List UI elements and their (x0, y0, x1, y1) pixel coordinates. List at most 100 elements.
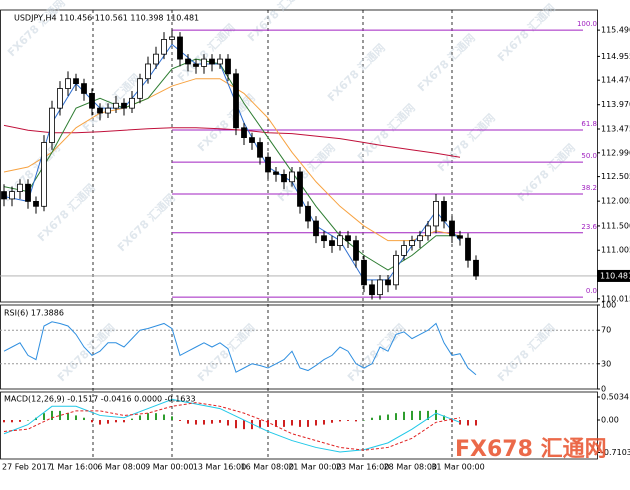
x-tick-label: 23 Mar 16:00 (336, 463, 389, 472)
y-tick-label: 114.955 (601, 52, 630, 61)
histogram-bar (331, 420, 333, 423)
candle-body (433, 200, 439, 227)
histogram-bar (291, 420, 293, 426)
histogram-bar (475, 420, 477, 426)
candle-body (121, 102, 127, 109)
histogram-bar (339, 420, 341, 422)
candle-body (81, 83, 87, 94)
histogram-bar (443, 415, 445, 421)
y-tick-label: 30 (601, 359, 611, 368)
histogram-bar (419, 410, 421, 421)
candle-body (233, 73, 239, 129)
candle-body (241, 127, 247, 138)
candle-body (289, 171, 295, 183)
candle-body (177, 36, 183, 60)
histogram-bar (179, 420, 181, 421)
y-tick-label: 0.00 (601, 416, 619, 425)
candle-body (137, 78, 143, 99)
histogram-bar (387, 414, 389, 421)
y-tick-label: 0.5034 (601, 393, 629, 402)
x-tick-label: 9 Mar 00:00 (145, 463, 193, 472)
histogram-bar (323, 420, 325, 425)
candle-body (201, 58, 207, 67)
candle-body (425, 225, 431, 237)
y-tick-label: 70 (601, 326, 611, 335)
y-tick-label: 112.990 (601, 148, 630, 157)
candle-body (297, 171, 303, 207)
fib-label: 38.2 (581, 184, 597, 192)
histogram-bar (67, 413, 69, 421)
candle-body (73, 78, 79, 85)
candle-body (345, 235, 351, 242)
panel-title: RSI(6) 17.3886 (4, 309, 64, 318)
histogram-bar (131, 418, 133, 421)
histogram-bar (467, 420, 469, 426)
candle-body (273, 171, 279, 175)
histogram-bar (43, 413, 45, 421)
moving-average (3, 124, 461, 158)
candle-body (113, 102, 119, 109)
panel-frame (0, 9, 598, 303)
candle-body (161, 39, 167, 55)
x-tick-label: 27 Feb 2017 (2, 463, 52, 472)
candle-body (9, 191, 15, 200)
candle-body (393, 254, 399, 286)
candle-body (49, 107, 55, 143)
histogram-bar (11, 420, 13, 423)
y-tick-label: 113.970 (601, 100, 630, 109)
histogram-bar (451, 420, 453, 423)
histogram-bar (259, 420, 261, 429)
histogram-bar (115, 420, 117, 423)
candle-body (337, 235, 343, 246)
candle-body (169, 36, 175, 40)
panel-frame (0, 304, 598, 390)
candle-body (105, 107, 111, 114)
candle-body (145, 63, 151, 80)
histogram-bar (91, 420, 93, 423)
histogram-bar (147, 413, 149, 421)
histogram-bar (307, 420, 309, 427)
histogram-bar (99, 420, 101, 425)
logo: FX678 汇通网 (455, 437, 607, 462)
y-tick-label: -0.7103 (601, 448, 630, 457)
histogram-bar (139, 415, 141, 421)
candle-body (193, 63, 199, 67)
histogram-bar (371, 417, 373, 421)
histogram-bar (243, 420, 245, 430)
fib-label: 23.6 (581, 223, 597, 231)
x-tick-label: 21 Mar 00:00 (288, 463, 341, 472)
histogram-bar (195, 420, 197, 425)
histogram-bar (227, 420, 229, 426)
y-tick-label: 100 (601, 301, 616, 310)
fib-label: 50.0 (581, 152, 597, 160)
candle-body (369, 284, 375, 296)
histogram-bar (171, 416, 173, 421)
x-tick-label: 28 Mar 08:00 (384, 463, 437, 472)
candle-body (41, 142, 47, 207)
candle-body (361, 259, 367, 286)
histogram-bar (19, 420, 21, 422)
candle-body (409, 240, 415, 246)
panel-frame (0, 391, 598, 460)
candle-body (417, 235, 423, 242)
candle-body (313, 220, 319, 237)
last-price-label: 110.481 (600, 271, 630, 280)
x-tick-label: 1 Mar 16:00 (50, 463, 98, 472)
histogram-bar (187, 420, 189, 424)
histogram-bar (251, 420, 253, 430)
moving-average (3, 43, 461, 281)
y-tick-label: 113.475 (601, 125, 630, 134)
candle-body (265, 156, 271, 173)
y-tick-label: 112.005 (601, 197, 630, 206)
histogram-bar (347, 420, 349, 421)
histogram-bar (123, 420, 125, 423)
fib-label: 100.0 (577, 20, 597, 28)
histogram-bar (211, 420, 213, 424)
candle-body (17, 183, 23, 192)
chart-title: USDJPY,H4 110.456 110.561 110.398 110.48… (14, 14, 199, 23)
y-tick-label: 0 (601, 385, 606, 394)
last-price-box (597, 269, 630, 282)
candle-body (249, 137, 255, 143)
moving-average (3, 58, 460, 271)
